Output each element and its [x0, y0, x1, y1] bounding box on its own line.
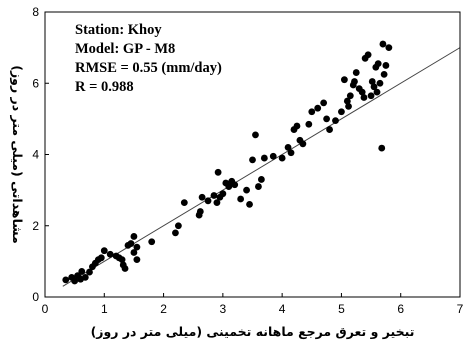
data-point	[367, 92, 375, 100]
data-point	[332, 117, 339, 125]
data-point	[198, 193, 206, 201]
data-point	[62, 276, 70, 284]
x-tick-label: 7	[457, 302, 464, 316]
data-point	[133, 256, 141, 263]
data-point	[278, 154, 286, 162]
data-point	[314, 104, 322, 112]
y-axis-label: مشاهداتی (میلی متر در روز)	[10, 65, 25, 243]
data-point	[81, 274, 89, 281]
data-point	[130, 233, 138, 240]
data-point	[284, 143, 292, 151]
data-point	[385, 44, 393, 52]
y-tick-label: 2	[32, 219, 39, 233]
data-point	[243, 186, 250, 194]
data-point	[351, 78, 358, 85]
annotation-line: R = 0.988	[75, 79, 134, 95]
data-point	[305, 120, 313, 128]
data-point	[78, 267, 86, 275]
x-tick-label: 5	[338, 302, 345, 316]
data-point	[379, 40, 387, 48]
data-point	[382, 62, 390, 69]
annotation-box: Station: Khoy Model: GP - M8 RMSE = 0.55 (…	[75, 22, 222, 95]
y-tick-label: 8	[32, 5, 39, 19]
x-tick-label: 6	[397, 302, 404, 316]
data-point	[378, 144, 386, 152]
data-point	[210, 192, 218, 199]
annotation-line: Station: Khoy	[75, 22, 162, 38]
data-point	[213, 199, 221, 206]
data-point	[257, 176, 265, 183]
data-point	[148, 238, 156, 246]
data-point	[246, 200, 253, 208]
data-points	[62, 40, 393, 285]
data-point	[97, 254, 105, 262]
data-point	[320, 99, 328, 107]
data-point	[130, 249, 138, 256]
data-point	[343, 97, 351, 105]
data-point	[308, 108, 316, 116]
data-point	[225, 183, 233, 190]
data-point	[374, 60, 382, 68]
data-point	[133, 243, 141, 251]
y-tick-label: 0	[32, 290, 39, 304]
data-point	[180, 199, 188, 206]
data-point	[196, 208, 204, 215]
annotation-line: RMSE = 0.55 (mm/day)	[75, 60, 222, 76]
annotation-line: Model: GP - M8	[75, 41, 175, 57]
data-point	[370, 83, 378, 91]
data-point	[252, 131, 259, 139]
x-tick-label: 3	[220, 302, 227, 316]
data-point	[373, 88, 381, 96]
data-point	[86, 268, 93, 276]
plot-frame	[44, 11, 461, 298]
data-point	[71, 277, 79, 285]
data-point	[352, 69, 360, 76]
data-point	[237, 195, 245, 203]
data-point	[127, 240, 135, 247]
data-point	[360, 94, 368, 101]
data-point	[231, 181, 239, 189]
data-point	[293, 122, 301, 130]
data-point	[204, 197, 212, 205]
data-point	[358, 88, 366, 96]
x-tick-label: 4	[279, 302, 286, 316]
data-point	[323, 115, 331, 123]
data-point	[118, 256, 126, 263]
data-point	[346, 92, 354, 100]
data-point	[172, 229, 179, 237]
data-point	[338, 108, 345, 116]
data-point	[376, 79, 384, 87]
data-point	[364, 51, 372, 59]
data-point	[345, 103, 352, 110]
data-point	[287, 149, 295, 157]
y-tick-label: 4	[32, 148, 39, 162]
data-point	[106, 250, 114, 258]
data-point	[121, 265, 129, 272]
axis-ticks: 0 1 2 3 4 5 6 7 0 2 4 6 8	[32, 5, 463, 316]
x-tick-label: 1	[101, 302, 108, 316]
data-point	[269, 152, 277, 160]
data-point	[255, 183, 262, 190]
data-point	[100, 247, 108, 255]
data-point	[340, 76, 348, 84]
x-tick-label: 0	[42, 302, 49, 316]
data-point	[299, 140, 307, 148]
data-point	[219, 190, 227, 198]
x-axis-label: تبخیر و تعرق مرجع ماهانه تخمینی (میلی مت…	[91, 324, 415, 339]
y-tick-label: 6	[32, 76, 39, 90]
data-point	[214, 168, 222, 176]
data-point	[326, 126, 333, 133]
data-point	[368, 78, 376, 85]
data-point	[174, 222, 182, 230]
data-point	[249, 156, 256, 164]
data-point	[260, 154, 268, 162]
x-tick-label: 2	[160, 302, 167, 316]
data-point	[380, 70, 388, 78]
